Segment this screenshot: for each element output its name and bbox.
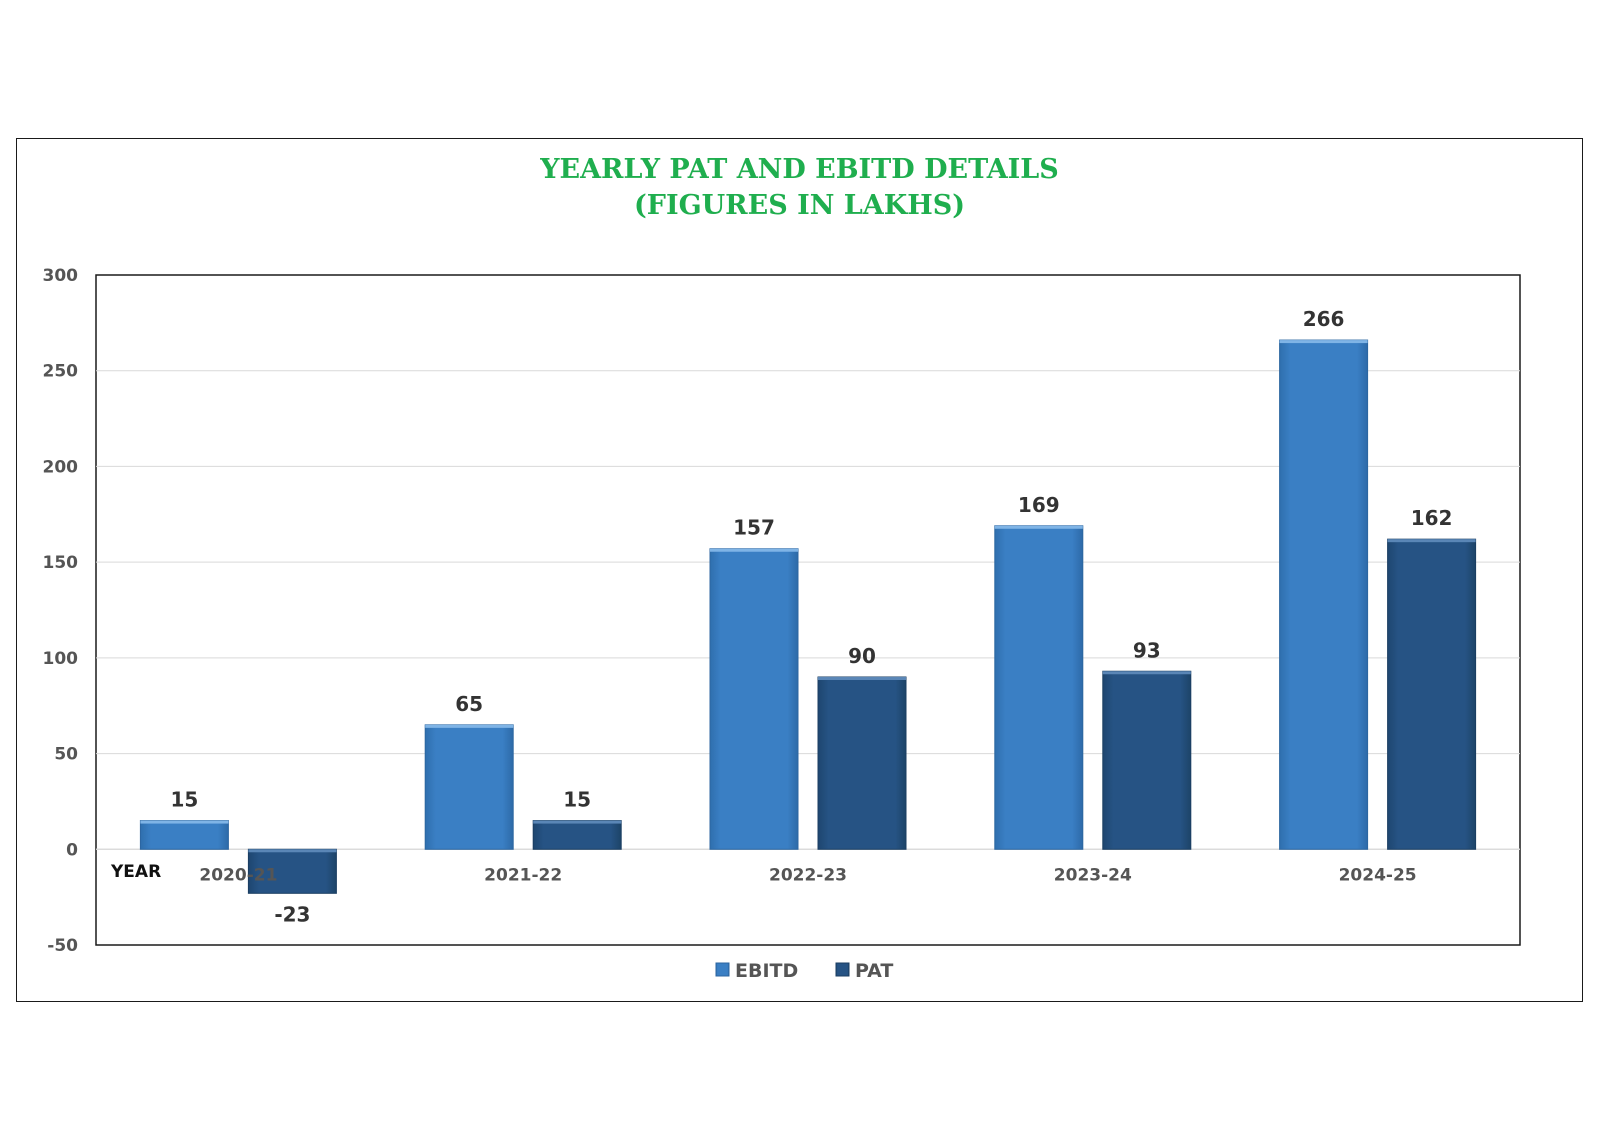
chart-title: YEARLY PAT AND EBITD DETAILS — [540, 154, 1059, 185]
bar-highlight — [818, 677, 906, 680]
bar-pat — [532, 820, 622, 850]
x-tick-label: 2023-24 — [1054, 865, 1132, 885]
chart-subtitle: (FIGURES IN LAKHS) — [634, 190, 965, 221]
bar-highlight — [140, 820, 229, 824]
data-label: 162 — [1411, 506, 1453, 530]
bar-highlight — [1279, 340, 1368, 344]
bar-pat — [1102, 670, 1192, 850]
data-label: -23 — [274, 902, 310, 926]
bar-ebitd — [1279, 339, 1369, 850]
bar-ebitd — [139, 820, 229, 850]
x-tick-label: 2020-21 — [199, 865, 277, 885]
data-label: 157 — [733, 516, 775, 540]
bar-highlight — [425, 724, 514, 728]
legend: EBITD PAT — [715, 960, 893, 982]
data-label: 15 — [170, 788, 198, 812]
y-tick-label: 250 — [43, 362, 79, 382]
y-tick-label: 150 — [43, 553, 79, 573]
y-axis: 300 250 200 150 100 50 0 -50 — [43, 266, 79, 956]
legend-swatch-pat — [835, 962, 850, 977]
bar-ebitd — [424, 724, 514, 850]
bar-highlight — [1102, 671, 1191, 675]
data-label: 169 — [1018, 493, 1060, 517]
bar-ebitd — [994, 525, 1084, 850]
bar-pat — [1387, 538, 1477, 850]
x-tick-label: 2024-25 — [1339, 865, 1417, 885]
data-label: 65 — [455, 692, 483, 716]
data-label: 15 — [563, 788, 591, 812]
x-tick-label: 2021-22 — [484, 865, 562, 885]
y-tick-label: 50 — [54, 745, 78, 765]
bar-highlight — [710, 548, 798, 552]
data-label: 93 — [1133, 638, 1161, 662]
y-tick-label: 200 — [43, 457, 79, 477]
bar-highlight — [248, 849, 337, 853]
bar-ebitd — [709, 548, 799, 850]
y-tick-label: 300 — [43, 266, 79, 286]
x-axis-title: YEAR — [110, 862, 161, 882]
legend-label-pat: PAT — [855, 960, 893, 982]
plot-area — [95, 274, 1521, 946]
bar-pat — [817, 676, 907, 850]
y-tick-label: 100 — [43, 649, 79, 669]
legend-swatch-ebitd — [715, 962, 730, 977]
data-label: 266 — [1303, 307, 1345, 331]
y-tick-label: 0 — [66, 840, 78, 860]
bar-pat — [247, 848, 337, 894]
bars — [139, 339, 1477, 894]
data-labels: 15 -23 65 15 157 90 169 93 266 162 — [170, 307, 1452, 926]
bar-highlight — [1387, 539, 1476, 543]
x-axis: 2020-21 2021-22 2022-23 2023-24 2024-25 — [199, 865, 1416, 885]
y-tick-label: -50 — [47, 936, 78, 956]
bar-highlight — [994, 525, 1083, 529]
legend-label-ebitd: EBITD — [735, 960, 798, 982]
x-tick-label: 2022-23 — [769, 865, 847, 885]
data-label: 90 — [848, 644, 876, 668]
bar-highlight — [533, 820, 622, 824]
